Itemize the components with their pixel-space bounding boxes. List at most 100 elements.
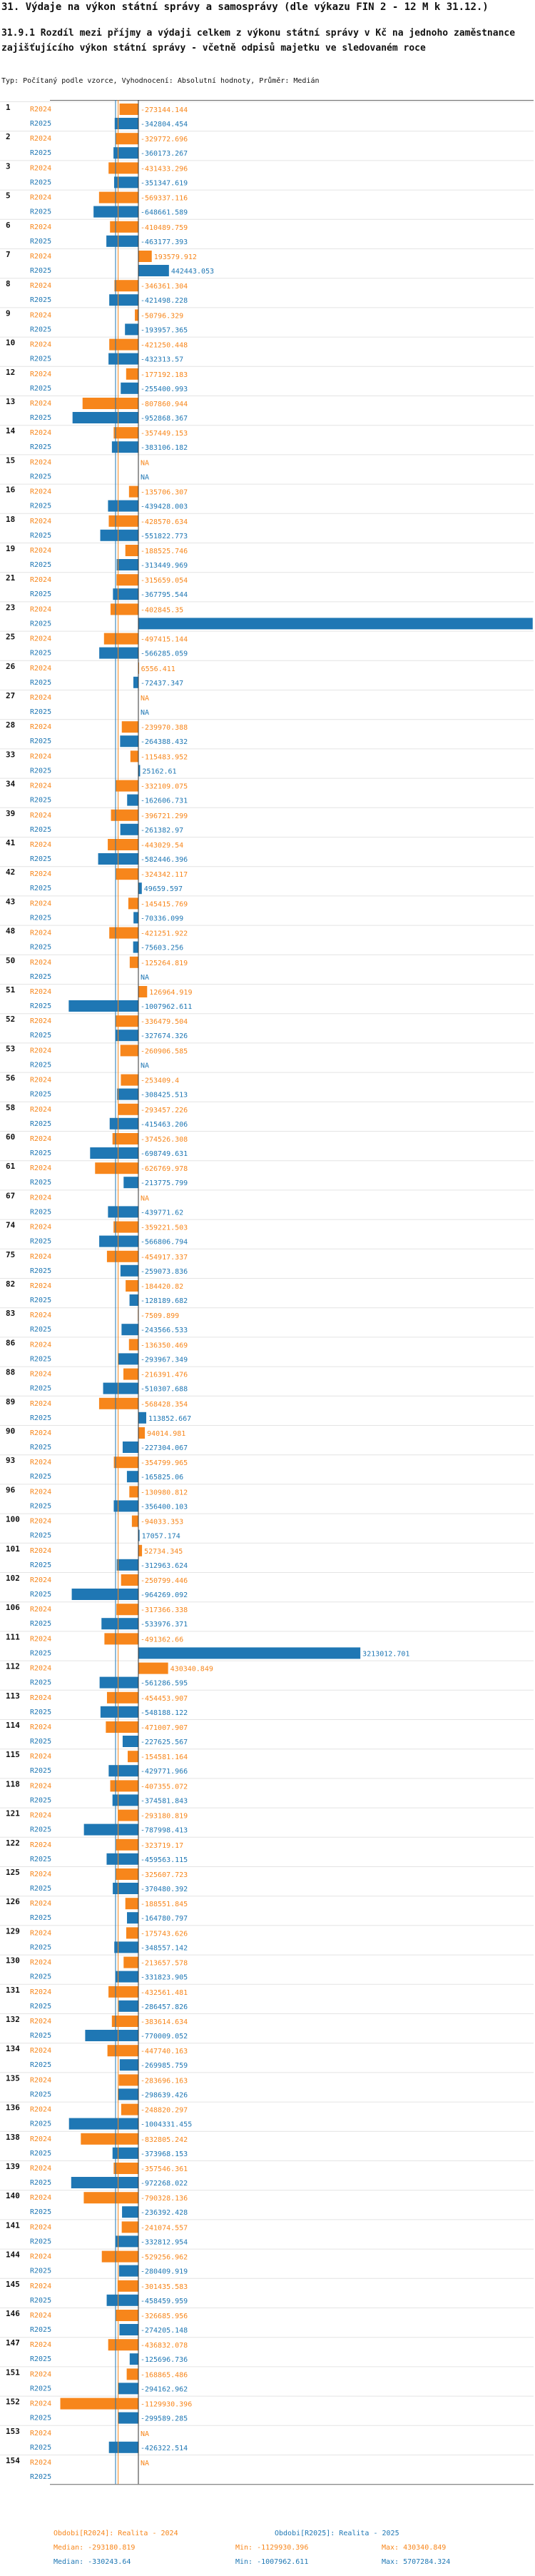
- data-label: -807860.944: [141, 401, 188, 408]
- series-label: R2024: [30, 841, 51, 849]
- series-label: R2025: [30, 1709, 51, 1716]
- data-label: -75603.256: [141, 945, 183, 952]
- category-label: 122: [6, 1838, 20, 1848]
- data-label: -374526.308: [141, 1136, 188, 1144]
- category-label: 114: [6, 1721, 20, 1730]
- category-label: 19: [6, 544, 15, 553]
- data-label: -317366.338: [141, 1606, 188, 1614]
- category-label: 53: [6, 1044, 15, 1053]
- category-label: 135: [6, 2073, 20, 2083]
- series-label: R2024: [30, 1194, 51, 1202]
- series-label: R2025: [30, 914, 51, 922]
- data-label: -354799.965: [141, 1459, 188, 1467]
- bar-r2025: [138, 1529, 140, 1541]
- series-label: R2025: [30, 2150, 51, 2158]
- category-label: 18: [6, 515, 15, 524]
- data-label: -431433.296: [141, 165, 188, 173]
- series-label: R2024: [30, 1341, 51, 1349]
- category-label: 106: [6, 1603, 20, 1612]
- data-label: -286457.826: [141, 2003, 188, 2011]
- series-label: R2024: [30, 2076, 51, 2084]
- bar-r2024: [119, 104, 138, 115]
- series-label: R2025: [30, 238, 51, 246]
- series-label: R2025: [30, 1032, 51, 1040]
- bar-r2025: [109, 1117, 138, 1129]
- category-label: 74: [6, 1221, 16, 1230]
- bar-r2025: [99, 1235, 138, 1247]
- bar-r2025: [138, 265, 169, 276]
- data-label: -383614.634: [141, 2018, 188, 2026]
- data-label: -429771.966: [141, 1768, 188, 1776]
- series-label: R2025: [30, 149, 51, 157]
- data-label: -551822.773: [141, 533, 188, 540]
- category-label: 16: [6, 485, 16, 495]
- data-label: -407355.072: [141, 1783, 188, 1791]
- category-label: 21: [6, 573, 16, 583]
- series-label: R2025: [30, 1679, 51, 1687]
- bar-r2025: [119, 2059, 138, 2071]
- series-label: R2025: [30, 1238, 51, 1246]
- bar-r2025: [113, 176, 138, 188]
- bar-r2025: [133, 912, 138, 924]
- series-label: R2025: [30, 2385, 51, 2393]
- bar-r2025: [108, 353, 138, 365]
- bar-r2024: [107, 2045, 138, 2057]
- bar-r2024: [123, 1368, 138, 1380]
- bar-r2024: [110, 221, 138, 233]
- category-label: 88: [6, 1368, 15, 1377]
- series-label: R2024: [30, 694, 51, 702]
- legend-r2024-min: Min: -1129930.396: [235, 2544, 309, 2552]
- data-label: -471007.907: [141, 1724, 188, 1732]
- series-label: R2025: [30, 356, 51, 363]
- category-label: 25: [6, 633, 15, 642]
- data-label: 52734.345: [144, 1548, 183, 1556]
- series-label: R2025: [30, 1767, 51, 1775]
- series-label: R2025: [30, 2297, 51, 2305]
- bar-r2024: [138, 1662, 168, 1674]
- bar-r2024: [117, 2280, 138, 2292]
- series-label: R2024: [30, 1400, 51, 1408]
- category-label: 12: [6, 368, 15, 377]
- data-label: -269985.759: [141, 2062, 188, 2070]
- data-label: -568428.354: [141, 1401, 188, 1409]
- series-label: R2024: [30, 1929, 51, 1937]
- series-label: R2024: [30, 2430, 51, 2437]
- data-label: NA: [141, 2460, 149, 2467]
- category-label: 139: [6, 2162, 20, 2171]
- series-label: R2024: [30, 1371, 51, 1379]
- data-label: -298639.426: [141, 2091, 188, 2099]
- bar-r2024: [123, 1956, 138, 1968]
- bar-r2025: [117, 2412, 138, 2424]
- data-label: 442443.053: [171, 268, 214, 276]
- bar-r2025: [100, 1706, 138, 1718]
- category-label: 5: [6, 191, 11, 201]
- category-label: 151: [6, 2368, 20, 2377]
- bar-r2024: [113, 2163, 138, 2174]
- bar-r2024: [108, 162, 138, 174]
- series-label: R2024: [30, 1253, 51, 1261]
- bar-r2024: [121, 2103, 138, 2115]
- category-label: 75: [6, 1250, 15, 1259]
- series-label: R2025: [30, 1620, 51, 1628]
- category-label: 121: [6, 1809, 20, 1818]
- category-label: 141: [6, 2220, 20, 2230]
- bar-r2024: [98, 1397, 138, 1409]
- bar-r2024: [106, 1691, 138, 1704]
- bar-r2025: [85, 2030, 138, 2041]
- category-label: 2: [6, 132, 11, 141]
- data-label: -533976.371: [141, 1621, 188, 1629]
- data-label: -324342.117: [141, 871, 188, 879]
- data-label: -529256.962: [141, 2254, 188, 2262]
- type-line: Typ: Počítaný podle vzorce, Vyhodnocení:…: [1, 77, 320, 85]
- data-label: -241074.557: [141, 2224, 188, 2232]
- series-label: R2024: [30, 282, 51, 290]
- data-label: -326685.956: [141, 2313, 188, 2320]
- series-label: R2025: [30, 178, 51, 186]
- series-label: R2025: [30, 1943, 51, 1951]
- category-label: 113: [6, 1691, 20, 1701]
- series-label: R2025: [30, 1208, 51, 1216]
- category-label: 83: [6, 1309, 15, 1318]
- bar-r2025: [90, 1147, 138, 1159]
- series-label: R2024: [30, 2283, 51, 2290]
- series-label: R2024: [30, 1606, 51, 1614]
